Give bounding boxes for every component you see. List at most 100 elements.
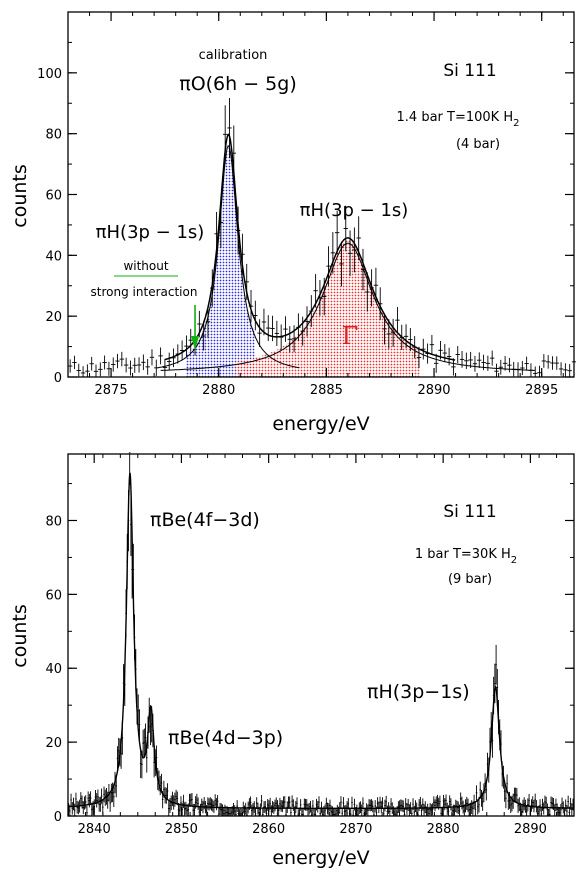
bottom-data-point [227,807,230,816]
top-data-point [274,320,280,346]
bottom-data-point [95,793,98,808]
top-x-tick-label: 2895 [525,383,558,398]
bottom-data-point [324,804,326,816]
bottom-data-point [166,783,169,799]
top-data-point [205,305,211,339]
bottom-data-point [325,797,328,810]
top-data-point [425,343,430,364]
bottom-data-point [84,795,87,809]
bottom-data-point [563,808,566,816]
top-data-point [283,316,288,342]
bottom-data-point [264,800,267,813]
top-data-point [395,306,400,334]
bottom-data-point [419,796,422,809]
bottom-data-point [541,798,544,811]
top-data-point [481,354,486,371]
bottom-data-point [196,793,198,807]
top-data-point [421,338,426,360]
top-data-point [373,267,379,303]
bottom-data-point [411,807,413,816]
top-data-point [287,326,292,353]
bottom-data-point [236,800,238,813]
top-fit-curves [157,133,536,371]
bottom-data-point [426,803,429,816]
bottom-x-tick-label: 2890 [514,822,547,837]
bottom-data-point [461,796,463,810]
bottom-fit-curves [67,472,574,809]
bottom-data-point [329,799,331,812]
bottom-data-point [277,804,280,816]
top-y-tick-label: 100 [37,67,62,82]
bottom-data-point [72,797,75,811]
bottom-data-point [401,799,403,812]
bottom-data-point [183,802,186,816]
bottom-data-point [365,803,368,815]
bottom-data-point [182,794,185,809]
bottom-data-point [470,800,473,814]
bottom-data-point [442,794,445,807]
top-y-tick-label: 60 [45,189,62,204]
top-data-point [184,335,189,357]
top-data-point [455,346,460,364]
top-equivalent-pressure: (4 bar) [456,137,500,152]
bottom-data-point [319,807,322,816]
top-data-point [339,241,344,287]
bottom-data-point [286,801,289,814]
component-curve [160,242,536,371]
top-data-point [197,310,202,338]
bottom-data-point [481,793,484,811]
bottom-x-tick-label: 2860 [252,822,285,837]
top-data-point [222,105,228,164]
bottom-data-point [403,808,406,816]
bottom-data-point [276,800,279,812]
top-data-point [80,366,86,377]
top-data-point [235,206,241,255]
top-y-axis-label: counts [9,164,31,228]
top-data-point [403,324,409,349]
top-data-point [498,359,503,375]
top-data-point [451,358,456,376]
top-y-tick-label: 0 [54,371,62,386]
bottom-data-point [351,796,353,809]
bottom-data-point [495,644,497,685]
bottom-data-point [237,807,240,816]
bottom-data-point [505,788,507,809]
bottom-data-point [370,799,373,811]
top-data-point [248,290,254,323]
bottom-data-point [343,805,346,816]
bottom-data-point [265,807,268,816]
component-curve [157,145,300,369]
bottom-data-point [544,795,546,808]
bottom-data-point [288,796,291,809]
bottom-data-point [459,792,462,806]
bottom-data-point [246,809,248,816]
bottom-data-point [222,807,225,816]
bottom-data-point [208,798,210,811]
total-fit-curve [164,133,456,361]
top-data-point [326,246,331,286]
bottom-data-point [476,799,479,815]
top-data-point [485,355,491,371]
top-data-point [330,232,336,274]
bottom-data-point [379,796,381,809]
bottom-data-point [243,805,246,816]
bottom-data-point [440,807,442,816]
bottom-conditions-subscript: 2 [511,555,517,566]
bottom-data-point [99,796,102,812]
top-crystal-label: Si 111 [443,61,496,81]
bottom-data-point [266,799,269,811]
top-data-point [537,365,542,377]
bottom-data-point [367,804,369,816]
bottom-data-point [397,801,400,813]
bottom-data-point [116,746,119,771]
top-data-point [317,280,323,316]
bottom-data-point [359,801,362,814]
top-data-point [98,362,103,377]
bottom-data-point [321,808,324,816]
bottom-data-point [402,800,405,813]
bottom-data-point [389,805,391,816]
bottom-data-point [378,801,380,814]
top-data-point [136,357,142,373]
bottom-data-point [302,808,304,816]
bottom-y-tick-label: 40 [45,662,62,677]
